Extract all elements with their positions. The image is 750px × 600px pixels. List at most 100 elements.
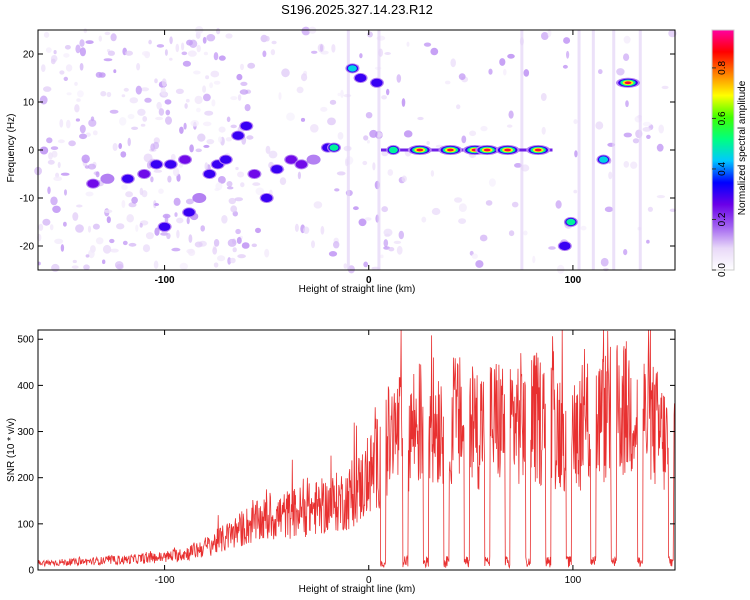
spectrogram-feature [447, 148, 454, 152]
spectrogram-noise-blob [381, 95, 387, 100]
spectrogram-noise-blob [76, 204, 83, 208]
spectrogram-noise-blob [604, 206, 614, 213]
spectrogram-noise-blob [213, 262, 219, 268]
spectrogram-noise-blob [337, 92, 341, 97]
spectrogram-noise-blob [541, 126, 546, 135]
spectrogram-noise-blob [60, 244, 65, 252]
spectrogram-noise-blob [426, 141, 430, 145]
spectrogram-noise-blob [623, 132, 632, 138]
spectrogram-noise-blob [50, 146, 59, 151]
spectrogram-noise-blob [511, 201, 519, 208]
spectrogram-noise-blob [600, 257, 609, 267]
spectrogram-noise-blob [155, 116, 164, 121]
spectrogram-noise-blob [136, 62, 141, 71]
spectrogram-noise-blob [398, 230, 404, 240]
spectrogram-noise-blob [100, 91, 107, 97]
spectrogram-noise-blob [172, 167, 180, 177]
spectrogram-feature [624, 81, 632, 85]
spectrogram-noise-blob [365, 112, 373, 119]
spectrogram-y-tick-label: 20 [23, 50, 35, 61]
spectrogram-noise-blob [102, 259, 106, 265]
spectrogram-noise-blob [485, 200, 493, 206]
spectrogram-feature [566, 218, 576, 226]
spectrogram-noise-blob [139, 187, 144, 196]
spectrogram-noise-blob [75, 44, 81, 54]
spectrogram-noise-blob [109, 109, 119, 114]
spectrogram-noise-blob [104, 209, 113, 214]
spectrogram-noise-blob [358, 218, 367, 227]
spectrogram-noise-blob [359, 53, 363, 59]
snr-axes-box [37, 329, 676, 571]
spectrogram-noise-blob [669, 208, 676, 212]
spectrogram-noise-blob [235, 166, 239, 171]
spectrogram-noise-blob [175, 43, 180, 53]
spectrogram-noise-blob [142, 244, 151, 253]
spectrogram-noise-blob [95, 171, 100, 178]
spectrogram-noise-blob [66, 119, 71, 129]
spectrogram-noise-blob [92, 223, 100, 230]
spectrogram-noise-blob [236, 237, 242, 244]
spectrogram-noise-blob [122, 240, 128, 246]
spectrogram-noise-blob [79, 124, 86, 134]
snr-frame [37, 329, 676, 571]
snr-y-tick-label: 500 [17, 335, 34, 346]
spectrogram-noise-blob [406, 41, 410, 47]
spectrogram-noise-blob [454, 197, 463, 203]
spectrogram-noise-blob [175, 88, 184, 95]
spectrogram-noise-blob [240, 81, 248, 86]
spectrogram-noise-blob [95, 71, 103, 78]
snr-y-ticks: 0 100 200 300 400 500 [17, 335, 675, 577]
snr-x-tick-label: -100 [155, 575, 175, 586]
spectrogram-noise-blob [193, 70, 201, 75]
spectrogram-noise-blob [170, 153, 176, 161]
spectrogram-noise-blob [294, 223, 299, 232]
spectrogram-y-tick-label: -10 [20, 194, 35, 205]
spectrogram-feature [329, 144, 339, 151]
spectrogram-noise-blob [363, 261, 369, 268]
spectrogram-feature [100, 173, 115, 184]
spectrogram-noise-blob [187, 50, 197, 57]
spectrogram-noise-blob [595, 121, 604, 130]
spectrogram-streak [638, 30, 642, 270]
spectrogram-noise-blob [59, 119, 64, 128]
spectrogram-x-label: Height of straight line (km) [299, 284, 416, 295]
spectrogram-noise-blob [423, 42, 432, 47]
spectrogram-noise-blob [43, 86, 52, 92]
spectrogram-noise-blob [403, 130, 413, 138]
spectrogram-noise-blob [103, 58, 113, 62]
spectrogram-noise-blob [401, 175, 407, 183]
spectrogram-noise-blob [211, 99, 216, 107]
colorbar-label: Normalized spectral amplitude [737, 80, 748, 215]
spectrogram-noise-blob [230, 124, 237, 129]
spectrogram-noise-blob [507, 53, 515, 59]
spectrogram-x-ticks: -100 0 100 [155, 30, 582, 286]
spectrogram-noise-blob [623, 53, 630, 61]
spectrogram-noise-blob [50, 196, 58, 206]
spectrogram-noise-blob [218, 176, 226, 184]
spectrogram-noise-blob [65, 64, 73, 72]
spectrogram-feature [165, 160, 177, 169]
spectrogram-noise-blob [71, 265, 79, 269]
spectrogram-noise-blob [87, 225, 92, 233]
spectrogram-noise-blob [79, 47, 86, 57]
spectrogram-noise-blob [265, 35, 270, 42]
spectrogram-noise-blob [181, 51, 188, 56]
spectrogram-noise-blob [301, 26, 311, 36]
spectrogram-noise-blob [121, 94, 126, 98]
spectrogram-noise-blob [508, 110, 514, 119]
spectrogram-noise-blob [646, 134, 651, 139]
colorbar: 0.0 0.2 0.4 0.6 0.8 Normalized spectral ampl… [711, 29, 748, 277]
spectrogram-noise-blob [630, 161, 638, 169]
spectrogram-noise-blob [508, 230, 515, 237]
spectrogram-noise-blob [174, 212, 178, 217]
spectrogram-noise-blob [642, 126, 652, 132]
spectrogram-noise-blob [184, 103, 188, 109]
spectrogram-noise-blob [131, 196, 138, 204]
spectrogram-noise-blob [66, 92, 72, 96]
spectrogram-noise-blob [123, 87, 129, 92]
spectrogram-noise-blob [81, 154, 90, 164]
spectrogram-noise-blob [190, 120, 199, 127]
spectrogram-feature [295, 160, 308, 169]
spectrogram-noise-blob [221, 215, 228, 224]
